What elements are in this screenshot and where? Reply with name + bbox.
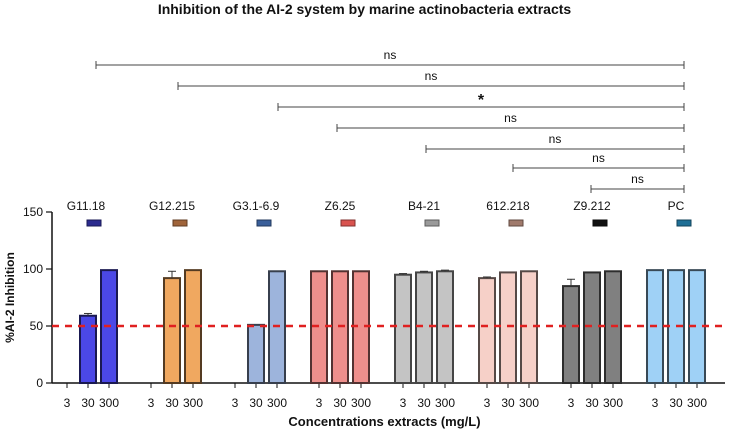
x-tick-label: 30 (669, 396, 683, 410)
x-tick-label: 300 (267, 396, 287, 410)
x-tick-label: 300 (351, 396, 371, 410)
significance-label: ns (592, 151, 605, 165)
x-tick-label: 3 (232, 396, 239, 410)
x-tick-label: 300 (687, 396, 707, 410)
legend-swatch-612.218 (508, 219, 524, 227)
x-tick-label: 3 (568, 396, 575, 410)
bar-B4-21-3 (394, 273, 412, 385)
x-tick-label: 30 (585, 396, 599, 410)
group-label-612.218: 612.218 (486, 199, 530, 213)
x-tick-label: 3 (148, 396, 155, 410)
bar-612.218-30 (499, 271, 517, 385)
significance-label: ns (549, 132, 562, 146)
group-label-G12.215: G12.215 (149, 199, 195, 213)
y-tick-label: 150 (23, 205, 43, 219)
bar-612.218-3 (478, 277, 496, 384)
legend-swatch-G3.1-6.9 (256, 219, 272, 227)
x-tick-label: 30 (501, 396, 515, 410)
bar-B4-21-30 (415, 271, 433, 385)
bar-Z9.212-3 (562, 285, 580, 385)
significance-label: ns (384, 48, 397, 62)
significance-label: ns (425, 69, 438, 83)
x-tick-label: 3 (316, 396, 323, 410)
x-tick-label: 3 (484, 396, 491, 410)
group-label-PC: PC (668, 199, 685, 213)
significance-label: ns (631, 172, 644, 186)
legend-swatch-Z6.25 (340, 219, 356, 227)
group-label-G3.1-6.9: G3.1-6.9 (233, 199, 280, 213)
x-tick-label: 30 (81, 396, 95, 410)
x-tick-label: 300 (435, 396, 455, 410)
legend-swatch-PC (676, 219, 692, 227)
x-tick-label: 30 (417, 396, 431, 410)
y-axis-title: %AI-2 Inhibition (3, 252, 17, 343)
x-tick-label: 30 (165, 396, 179, 410)
bar-G3.1-6.9-30 (247, 323, 265, 384)
group-label-Z6.25: Z6.25 (325, 199, 356, 213)
legend-swatch-G12.215 (172, 219, 188, 227)
chart-title: Inhibition of the AI-2 system by marine … (157, 1, 572, 17)
group-label-Z9.212: Z9.212 (573, 199, 611, 213)
x-tick-label: 3 (64, 396, 71, 410)
x-tick-label: 300 (183, 396, 203, 410)
y-tick-label: 50 (30, 319, 44, 333)
legend-swatch-B4-21 (424, 219, 440, 227)
x-axis-title: Concentrations extracts (mg/L) (288, 414, 481, 429)
x-tick-label: 30 (333, 396, 347, 410)
bar-Z9.212-30 (583, 271, 601, 385)
x-tick-label: 300 (603, 396, 623, 410)
x-tick-label: 30 (249, 396, 263, 410)
group-label-B4-21: B4-21 (408, 199, 440, 213)
x-tick-label: 300 (99, 396, 119, 410)
group-label-G11.18: G11.18 (67, 199, 106, 213)
y-tick-label: 0 (36, 376, 43, 390)
significance-label: ns (504, 111, 517, 125)
x-tick-label: 3 (400, 396, 407, 410)
x-tick-label: 3 (652, 396, 659, 410)
y-tick-label: 100 (23, 262, 43, 276)
x-tick-label: 300 (519, 396, 539, 410)
legend-swatch-Z9.212 (592, 219, 608, 227)
legend-swatch-G11.18 (86, 219, 102, 227)
bar-G12.215-30 (163, 277, 181, 384)
significance-label: * (478, 92, 485, 109)
